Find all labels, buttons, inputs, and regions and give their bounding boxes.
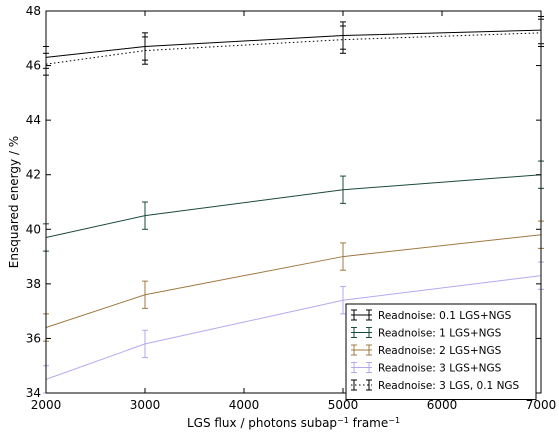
x-tick-label: 6000: [427, 398, 458, 412]
series-line: [45, 174, 542, 238]
x-tick-label: 3000: [130, 398, 161, 412]
plot-area-frame: [45, 10, 542, 394]
series-line: [45, 32, 542, 65]
series-layer: [43, 15, 544, 394]
y-tick-label: 44: [26, 113, 41, 127]
y-tick-label: 36: [26, 331, 41, 345]
legend-entry: Readnoise: 2 LGS+NGS: [351, 344, 502, 357]
legend-entry: Readnoise: 3 LGS+NGS: [351, 362, 502, 375]
series-2: [43, 220, 544, 342]
y-tick-label: 48: [26, 4, 41, 18]
x-tick-label: 5000: [328, 398, 359, 412]
series-1: [43, 160, 544, 252]
series-4: [43, 18, 544, 76]
x-tick-label: 7000: [526, 398, 557, 412]
legend-entry: Readnoise: 1 LGS+NGS: [351, 327, 502, 340]
y-tick-label: 42: [26, 168, 41, 182]
legend-label: Readnoise: 0.1 LGS+NGS: [378, 310, 512, 322]
y-tick-label: 38: [26, 277, 41, 291]
y-tick-label: 40: [26, 222, 41, 236]
y-tick-label: 34: [26, 386, 41, 400]
legend-label: Readnoise: 2 LGS+NGS: [378, 345, 502, 357]
legend-entry: Readnoise: 3 LGS, 0.1 NGS: [351, 379, 520, 392]
x-tick-label: 4000: [229, 398, 260, 412]
x-tick-label: 2000: [31, 398, 62, 412]
series-line: [45, 275, 542, 380]
y-axis-label: Ensquared energy / %: [7, 136, 21, 268]
x-axis-label: LGS flux / photons subap−1 frame−1: [187, 416, 400, 431]
ticks-layer: 2000 3000 4000 5000 6000 7000 34 36 38 40 42 44 46 48: [26, 4, 557, 412]
legend-box: [345, 303, 537, 400]
legend-label: Readnoise: 3 LGS, 0.1 NGS: [378, 380, 520, 392]
legend: Readnoise: 0.1 LGS+NGS Readnoise: 1 LGS+N…: [345, 303, 537, 400]
legend-label: Readnoise: 1 LGS+NGS: [378, 328, 502, 340]
series-line: [45, 29, 542, 58]
y-tick-label: 46: [26, 59, 41, 73]
legend-label: Readnoise: 3 LGS+NGS: [378, 363, 502, 375]
legend-entry: Readnoise: 0.1 LGS+NGS: [351, 309, 512, 322]
series-line: [45, 234, 542, 328]
